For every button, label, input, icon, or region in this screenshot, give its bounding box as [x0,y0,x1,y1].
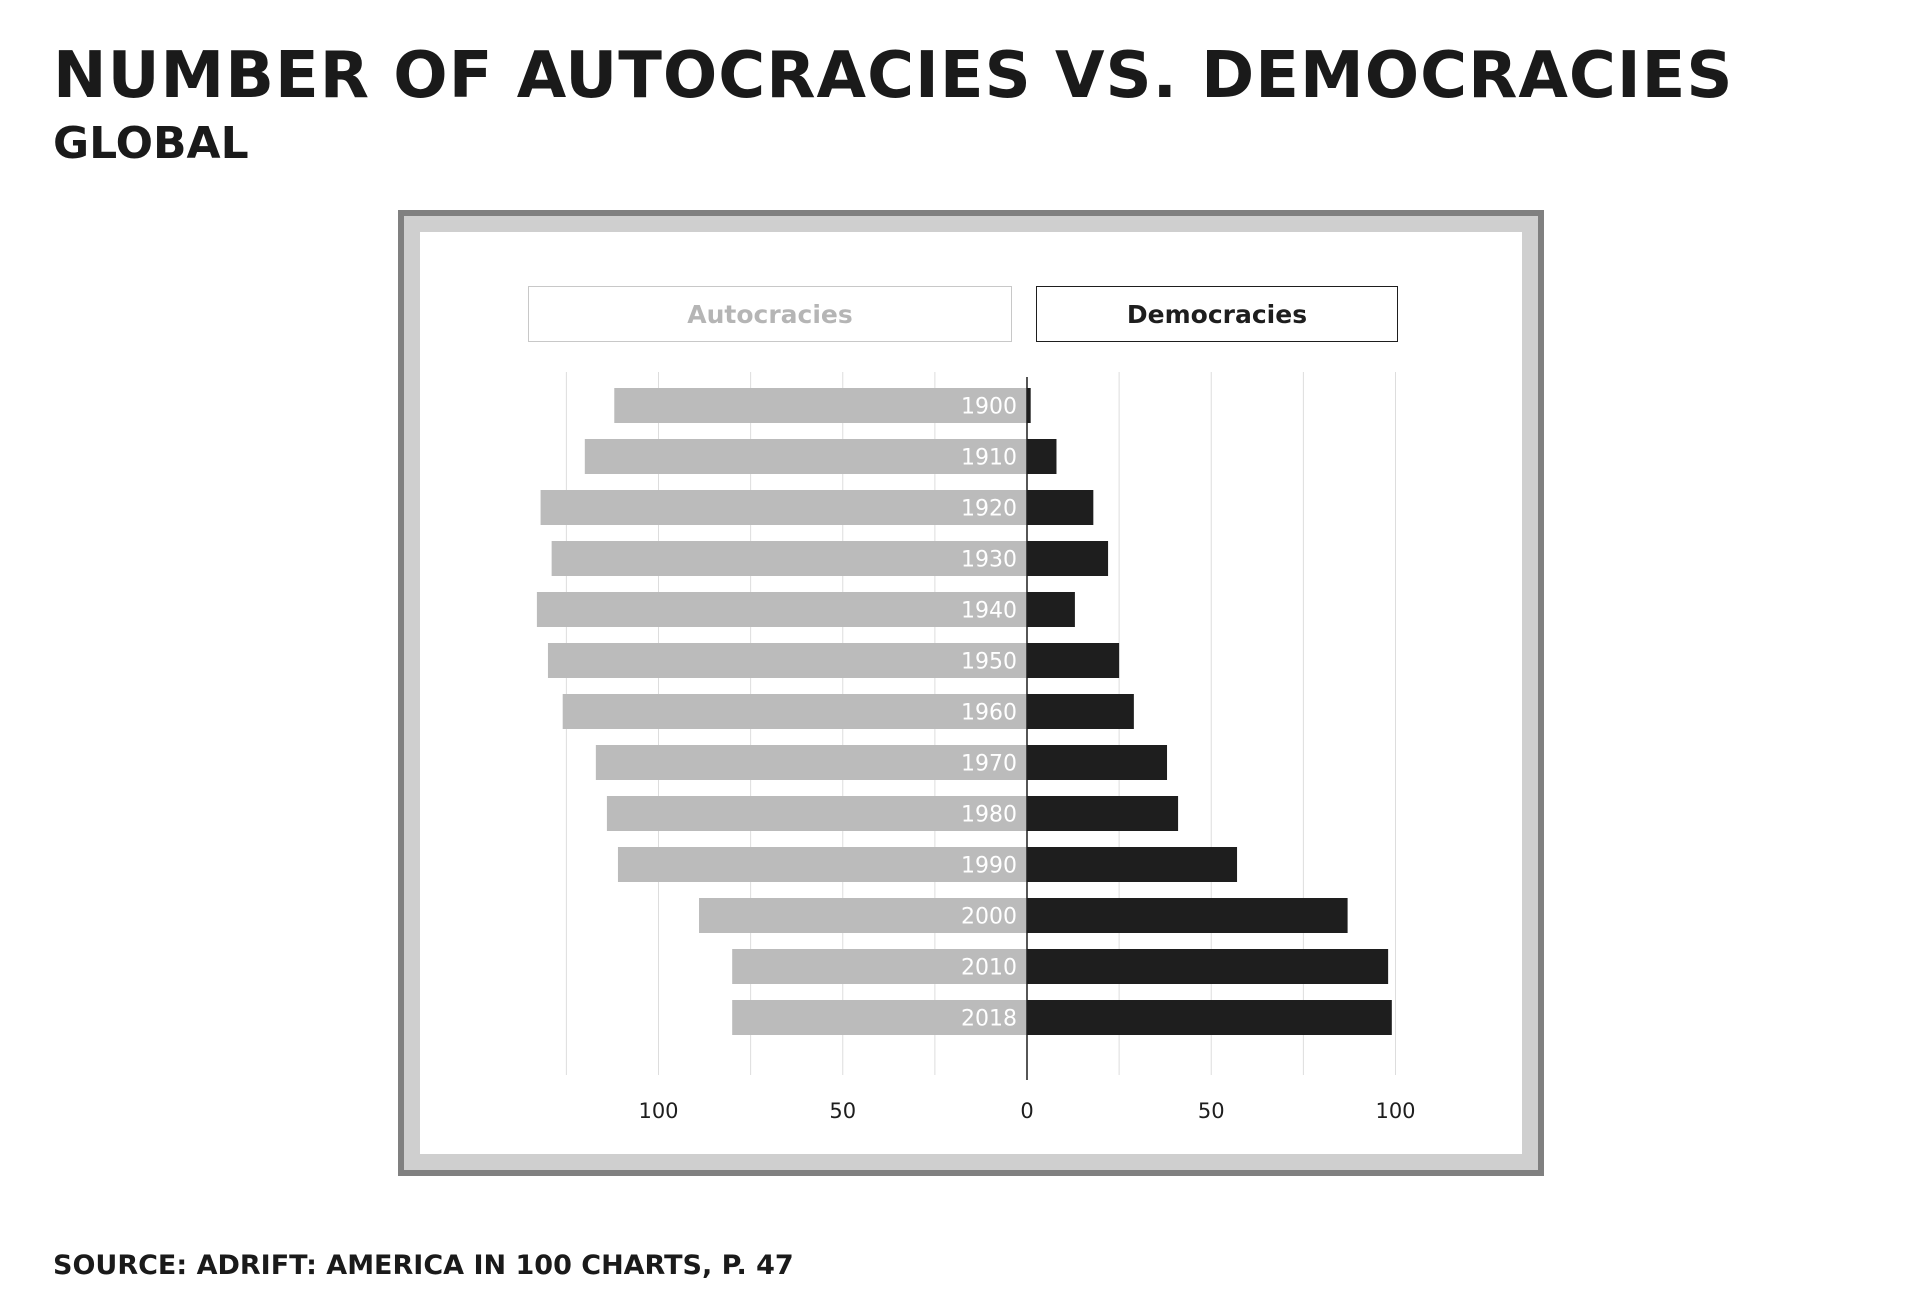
bar-autocracies-1920 [540,490,1027,525]
year-label-1910: 1910 [961,446,1017,471]
page-title: Number of autocracies vs. democracies [53,39,1734,113]
year-label-1960: 1960 [961,701,1017,726]
year-label-2010: 2010 [961,956,1017,981]
year-label-1990: 1990 [961,854,1017,879]
year-label-1900: 1900 [961,395,1017,420]
legend-autocracies: Autocracies [528,286,1012,342]
year-label-1970: 1970 [961,752,1017,777]
bar-autocracies-1980 [606,796,1027,831]
x-tick-label: 0 [1020,1099,1033,1123]
bar-autocracies-2010 [732,949,1027,984]
bar-autocracies-1940 [536,592,1027,627]
bar-democracies-1940 [1027,592,1075,627]
bar-autocracies-1910 [584,439,1027,474]
x-tick-label: 50 [1198,1099,1225,1123]
diverging-bar-chart: 1900 1910 1920 1930 1940 1950 1960 1970 1980 1990… [536,372,1416,1123]
bar-democracies-1910 [1027,439,1057,474]
year-label-1980: 1980 [961,803,1017,828]
year-label-1920: 1920 [961,497,1017,522]
bar-democracies-2000 [1027,898,1348,933]
year-label-1940: 1940 [961,599,1017,624]
bar-democracies-2018 [1027,1000,1392,1035]
source-note: Source: Adrift: America in 100 Charts, p… [53,1250,794,1281]
bar-autocracies-1970 [595,745,1027,780]
bar-autocracies-2000 [699,898,1027,933]
year-label-2018: 2018 [961,1007,1017,1032]
bar-autocracies-1930 [551,541,1027,576]
bar-democracies-1990 [1027,847,1238,882]
bar-democracies-1920 [1027,490,1094,525]
bar-democracies-2010 [1027,949,1389,984]
year-label-1930: 1930 [961,548,1017,573]
x-tick-label: 100 [638,1099,678,1123]
bar-autocracies-1950 [547,643,1027,678]
bar-democracies-1970 [1027,745,1168,780]
legend-democracies: Democracies [1036,286,1398,342]
bar-democracies-1930 [1027,541,1109,576]
bar-autocracies-2018 [732,1000,1027,1035]
bar-autocracies-1990 [617,847,1027,882]
year-label-1950: 1950 [961,650,1017,675]
page-subtitle: Global [53,118,249,169]
x-tick-label: 50 [829,1099,856,1123]
bar-democracies-1900 [1027,388,1031,423]
x-tick-label: 100 [1375,1099,1415,1123]
bar-democracies-1950 [1027,643,1120,678]
chart-frame: Autocracies Democracies 1900 1910 1920 1930… [398,210,1544,1176]
bar-democracies-1960 [1027,694,1134,729]
bar-autocracies-1960 [562,694,1027,729]
year-label-2000: 2000 [961,905,1017,930]
bar-democracies-1980 [1027,796,1179,831]
bar-autocracies-1900 [614,388,1027,423]
chart-panel: Autocracies Democracies 1900 1910 1920 1930… [420,232,1522,1154]
